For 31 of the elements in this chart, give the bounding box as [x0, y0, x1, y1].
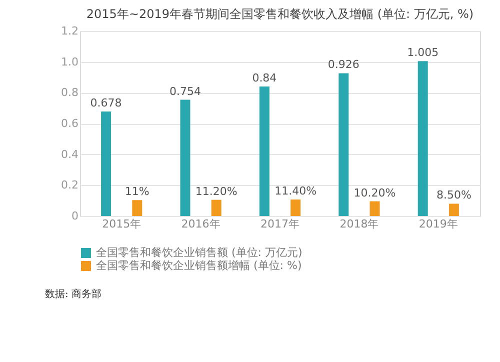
x-tick-label: 2015年	[102, 218, 142, 230]
legend-label: 全国零售和餐饮企业销售额 (单位: 万亿元)	[96, 246, 302, 259]
y-tick-label: 1.2	[61, 24, 78, 38]
data-label: 10.20%	[354, 186, 396, 200]
bar	[418, 61, 428, 216]
data-label: 0.754	[169, 84, 201, 98]
y-tick-label: 0.4	[61, 148, 78, 161]
legend-label: 全国零售和餐饮企业销售额增幅 (单位: %)	[96, 259, 302, 272]
x-tick-label: 2019年	[418, 218, 458, 230]
bar	[101, 111, 112, 216]
y-tick-label: 0.8	[61, 86, 78, 100]
chart-title: 2015年~2019年春节期间全国零售和餐饮收入及增幅 (单位: 万亿元, %)	[86, 7, 474, 21]
data-label: 11.40%	[274, 184, 317, 198]
bar	[180, 100, 190, 216]
data-label: 11%	[124, 185, 150, 198]
y-tick-label: 0	[72, 210, 78, 222]
text: 数据: 商务部	[45, 288, 102, 300]
y-tick-label: 0.2	[61, 178, 78, 192]
x-tick-label: 2018年	[340, 218, 379, 230]
bar	[259, 86, 270, 216]
x-tick-label: 2017年	[260, 218, 300, 230]
data-label: 0.84	[252, 72, 277, 84]
data-label: 0.926	[328, 58, 360, 72]
x-tick-label: 2016年	[181, 218, 220, 230]
y-tick-label: 0.6	[61, 117, 78, 130]
data-label: 11.20%	[195, 184, 238, 198]
y-tick-label: 1.0	[61, 55, 78, 68]
data-label: 1.005	[407, 46, 439, 60]
data-label: 8.50%	[436, 188, 472, 202]
bar	[338, 73, 349, 216]
data-label: 0.678	[90, 96, 122, 110]
